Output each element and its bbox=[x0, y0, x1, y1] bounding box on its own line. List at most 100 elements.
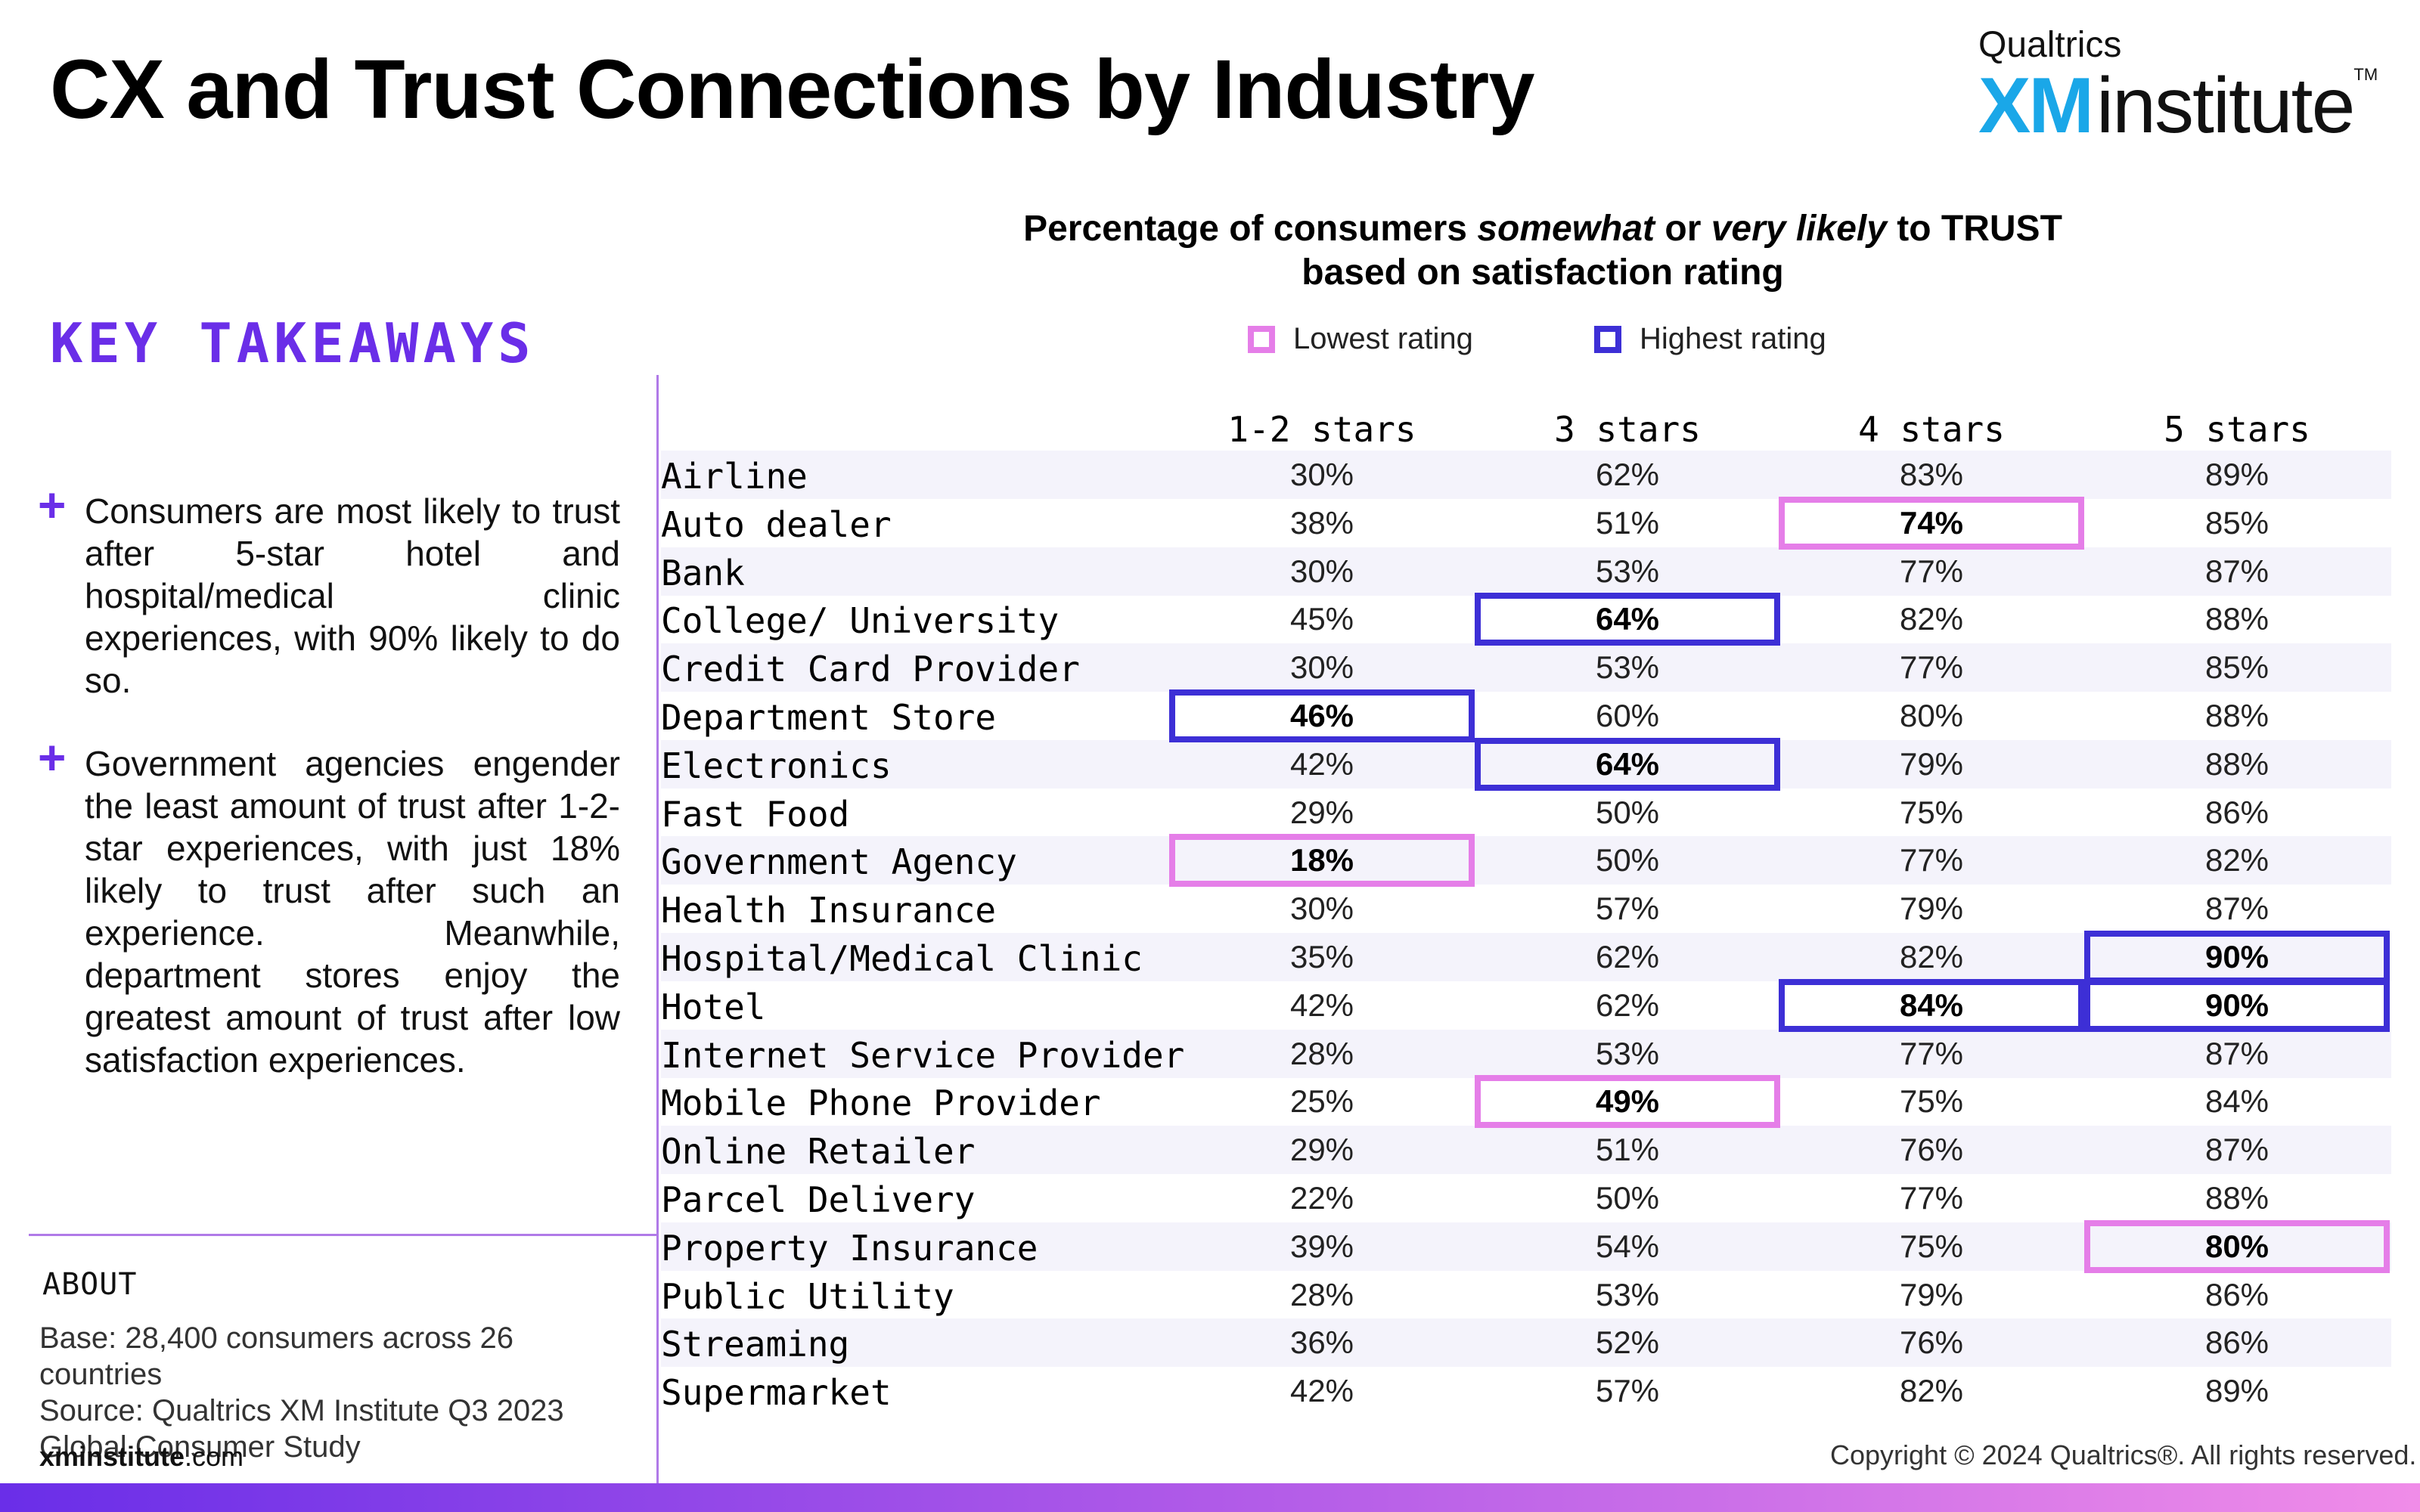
data-cell: 51% bbox=[1595, 504, 1660, 541]
logo-xm-text: XM bbox=[1978, 62, 2094, 150]
data-cell: 87% bbox=[2204, 1035, 2270, 1071]
qualtrics-xm-institute-logo: Qualtrics XMinstituteTM bbox=[1978, 27, 2378, 146]
row-label: Airline bbox=[661, 456, 808, 497]
data-cell: 79% bbox=[1899, 1276, 1964, 1312]
data-cell: 54% bbox=[1595, 1228, 1660, 1264]
url-rest: .com bbox=[185, 1441, 244, 1472]
legend-item-lowest: Lowest rating bbox=[1248, 322, 1473, 356]
data-cell: 28% bbox=[1289, 1035, 1354, 1071]
row-label: Parcel Delivery bbox=[661, 1179, 976, 1220]
data-cell: 89% bbox=[2204, 1373, 2270, 1409]
legend-highest-swatch bbox=[1594, 325, 1621, 353]
data-cell: 64% bbox=[1595, 601, 1660, 637]
data-cell: 53% bbox=[1595, 649, 1660, 686]
highest-rating-highlight bbox=[1475, 593, 1780, 646]
row-label: Health Insurance bbox=[661, 890, 997, 931]
data-cell: 57% bbox=[1595, 1373, 1660, 1409]
chart-title-emphasis: very likely bbox=[1711, 209, 1887, 249]
logo-trademark: TM bbox=[2353, 65, 2378, 84]
data-cell: 88% bbox=[2204, 745, 2270, 782]
row-label: Online Retailer bbox=[661, 1131, 976, 1173]
data-cell: 82% bbox=[1899, 1373, 1964, 1409]
legend-label: Highest rating bbox=[1640, 322, 1826, 355]
takeaway-text: Consumers are most likely to trust after… bbox=[85, 491, 620, 700]
row-label: Mobile Phone Provider bbox=[661, 1083, 1101, 1124]
data-cell: 60% bbox=[1595, 698, 1660, 733]
data-cell: 46% bbox=[1289, 698, 1354, 733]
logo-main: XMinstituteTM bbox=[1978, 65, 2378, 146]
chart-title-part: Percentage of consumers bbox=[1023, 209, 1478, 249]
table-row-background bbox=[661, 836, 2391, 885]
data-cell: 28% bbox=[1289, 1276, 1354, 1312]
data-cell: 79% bbox=[1899, 891, 1964, 927]
table-row-background bbox=[661, 739, 2391, 789]
data-cell: 86% bbox=[2204, 794, 2270, 830]
data-cell: 35% bbox=[1289, 939, 1354, 974]
vertical-divider bbox=[656, 375, 659, 1485]
data-cell: 30% bbox=[1289, 891, 1354, 927]
data-cell: 88% bbox=[2204, 601, 2270, 637]
column-header: 4 stars bbox=[1858, 409, 2005, 450]
footer-url[interactable]: xminstitute.com bbox=[39, 1441, 244, 1473]
url-bold: xminstitute bbox=[39, 1441, 185, 1472]
data-cell: 50% bbox=[1595, 1180, 1660, 1216]
chart-title: Percentage of consumers somewhat or very… bbox=[983, 207, 2102, 295]
plus-icon: + bbox=[38, 478, 67, 532]
row-label: Bank bbox=[661, 552, 745, 593]
table-row-background bbox=[661, 1029, 2391, 1078]
row-label: Public Utility bbox=[661, 1275, 954, 1317]
data-cell: 42% bbox=[1289, 745, 1354, 782]
table-row-background bbox=[661, 643, 2391, 692]
data-cell: 76% bbox=[1899, 1132, 1964, 1168]
data-cell: 62% bbox=[1595, 457, 1660, 492]
data-cell: 80% bbox=[1899, 698, 1964, 733]
data-cell: 77% bbox=[1899, 1180, 1964, 1216]
row-label: Fast Food bbox=[661, 793, 850, 835]
data-cell: 64% bbox=[1595, 745, 1660, 782]
data-cell: 86% bbox=[2204, 1325, 2270, 1361]
chart-title-emphasis: somewhat bbox=[1477, 209, 1655, 249]
data-cell: 87% bbox=[2204, 1132, 2270, 1168]
lowest-rating-highlight bbox=[1475, 1075, 1780, 1129]
logo-institute-text: institute bbox=[2096, 62, 2355, 150]
base-label: Base: bbox=[39, 1321, 117, 1355]
table-row-background bbox=[661, 451, 2391, 499]
data-cell: 50% bbox=[1595, 842, 1660, 878]
lowest-rating-highlight bbox=[2084, 1219, 2390, 1273]
data-cell: 89% bbox=[2204, 457, 2270, 492]
row-label: Department Store bbox=[661, 697, 997, 738]
column-header: 3 stars bbox=[1554, 409, 1701, 450]
table-row-background bbox=[661, 547, 2391, 596]
table-row-background bbox=[661, 933, 2391, 981]
data-cell: 57% bbox=[1595, 891, 1660, 927]
row-label: Hospital/Medical Clinic bbox=[661, 938, 1143, 979]
row-label: Streaming bbox=[661, 1324, 850, 1365]
data-cell: 77% bbox=[1899, 649, 1964, 686]
chart-title-part: or bbox=[1655, 209, 1711, 249]
data-cell: 51% bbox=[1595, 1132, 1660, 1168]
data-cell: 75% bbox=[1899, 1083, 1964, 1120]
data-cell: 88% bbox=[2204, 698, 2270, 733]
legend-label: Lowest rating bbox=[1293, 322, 1473, 355]
data-cell: 75% bbox=[1899, 794, 1964, 830]
plus-icon: + bbox=[38, 730, 67, 785]
takeaway-item: + Government agencies engender the least… bbox=[38, 733, 620, 1081]
data-cell: 62% bbox=[1595, 939, 1660, 974]
lowest-rating-highlight bbox=[1169, 834, 1475, 888]
data-cell: 75% bbox=[1899, 1228, 1964, 1264]
data-cell: 82% bbox=[1899, 939, 1964, 974]
source-text: Qualtrics XM Institute Q3 2023 Global Co… bbox=[39, 1394, 564, 1464]
data-cell: 22% bbox=[1289, 1180, 1354, 1216]
data-cell: 77% bbox=[1899, 842, 1964, 878]
data-cell: 82% bbox=[2204, 842, 2270, 878]
lowest-rating-highlight bbox=[1779, 496, 2084, 550]
about-heading: ABOUT bbox=[42, 1267, 138, 1302]
base-text: 28,400 consumers across 26 countries bbox=[39, 1321, 514, 1391]
data-cell: 39% bbox=[1289, 1228, 1354, 1264]
data-cell: 62% bbox=[1595, 987, 1660, 1023]
horizontal-divider bbox=[29, 1234, 658, 1236]
data-cell: 76% bbox=[1899, 1325, 1964, 1361]
source-label: Source: bbox=[39, 1394, 144, 1427]
highest-rating-highlight bbox=[2084, 978, 2390, 1032]
data-cell: 53% bbox=[1595, 1035, 1660, 1071]
